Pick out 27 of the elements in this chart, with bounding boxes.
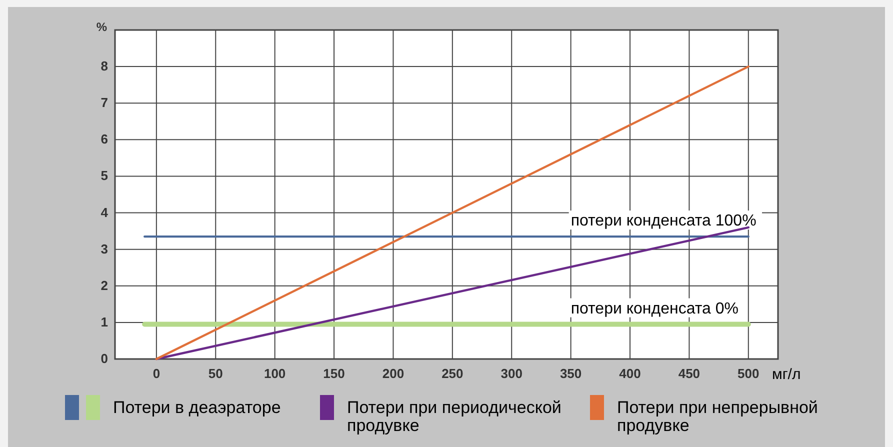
y-tick-label: 0 <box>100 351 108 366</box>
x-tick-label: 100 <box>264 366 286 381</box>
legend-label: Потери при непрерывной продувке <box>617 398 818 435</box>
y-tick-label: 1 <box>100 314 108 330</box>
x-tick-label: 0 <box>152 366 160 381</box>
y-tick-label: 4 <box>100 204 109 220</box>
y-tick-label: 8 <box>100 58 108 74</box>
y-tick-label: 6 <box>100 132 108 147</box>
legend-label: Потери в деаэраторе <box>113 398 281 417</box>
x-tick-label: 200 <box>382 366 404 381</box>
annotation: потери конденсата 100% <box>570 212 756 230</box>
x-tick-label: 450 <box>678 366 700 381</box>
y-axis-title: % <box>96 20 108 34</box>
x-axis-title: мг/л <box>772 366 801 383</box>
y-tick-label: 3 <box>100 241 108 256</box>
x-tick-label: 500 <box>738 366 760 381</box>
y-tick-label: 7 <box>100 95 108 110</box>
legend-label: Потери при периодической продувке <box>347 398 562 435</box>
x-tick-label: 150 <box>323 366 345 381</box>
x-tick-label: 300 <box>500 366 522 381</box>
annotation: потери конденсата 0% <box>570 300 738 318</box>
y-tick-label: 5 <box>100 168 108 184</box>
x-tick-label: 350 <box>560 366 582 381</box>
x-tick-label: 50 <box>208 366 223 381</box>
x-tick-label: 250 <box>442 366 464 381</box>
y-tick-label: 2 <box>100 278 108 293</box>
x-tick-label: 400 <box>619 366 641 381</box>
